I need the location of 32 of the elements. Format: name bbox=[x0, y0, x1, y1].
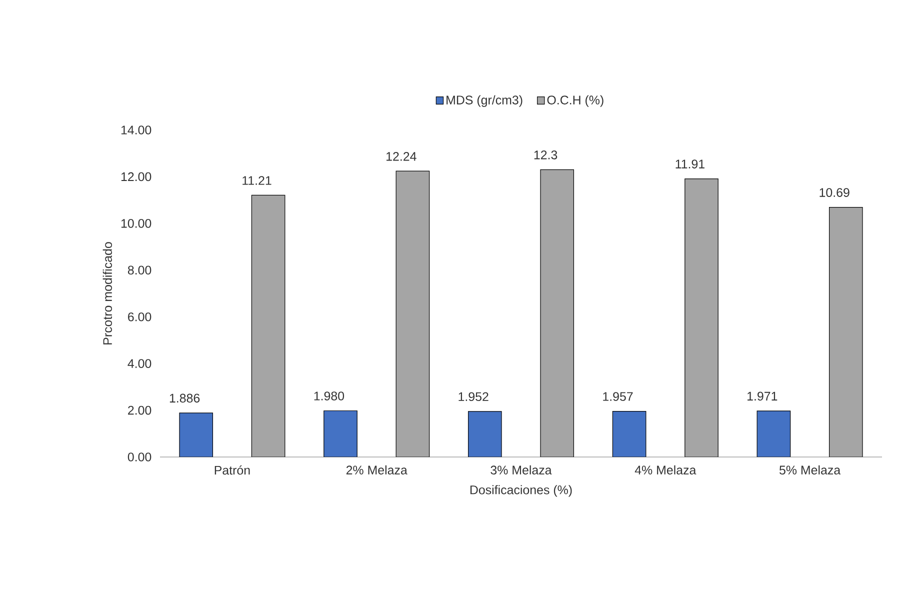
bar bbox=[756, 410, 791, 457]
data-label: 1.971 bbox=[748, 392, 778, 401]
data-label: 1.886 bbox=[170, 394, 200, 403]
x-tick-label: 3% Melaza bbox=[490, 465, 552, 474]
x-tick-label: 5% Melaza bbox=[780, 465, 841, 474]
data-label: 1.980 bbox=[314, 392, 344, 400]
legend-label: O.C.H (%) bbox=[547, 95, 604, 107]
data-label: 1.957 bbox=[603, 392, 633, 401]
legend-label: MDS (gr/cm3) bbox=[446, 95, 522, 107]
data-label: 10.69 bbox=[820, 188, 850, 197]
y-tick-label: 0.00 bbox=[128, 452, 152, 462]
data-label: 12.3 bbox=[534, 150, 558, 160]
data-label: 11.21 bbox=[242, 176, 272, 185]
y-tick-label: 2.00 bbox=[128, 406, 152, 415]
y-axis-title: Prcotro modificado bbox=[102, 242, 112, 344]
x-axis-title: Dosificaciones (%) bbox=[470, 485, 572, 497]
data-label: 1.952 bbox=[458, 392, 488, 402]
x-tick-label: 2% Melaza bbox=[346, 465, 408, 474]
x-tick-label: 4% Melaza bbox=[634, 465, 696, 474]
y-tick-label: 6.00 bbox=[128, 312, 152, 322]
data-label: 11.91 bbox=[676, 160, 704, 168]
bar bbox=[179, 412, 214, 457]
bar bbox=[612, 410, 646, 457]
y-tick-label: 14.00 bbox=[121, 126, 152, 134]
bar bbox=[324, 410, 358, 457]
x-tick-label: Patrón bbox=[214, 465, 250, 475]
y-tick-label: 12.00 bbox=[121, 172, 152, 182]
y-tick-label: 10.00 bbox=[121, 219, 152, 228]
bar bbox=[468, 411, 502, 457]
y-tick-label: 8.00 bbox=[128, 266, 152, 275]
data-label: 12.24 bbox=[386, 152, 416, 161]
y-tick-label: 4.00 bbox=[128, 359, 152, 368]
